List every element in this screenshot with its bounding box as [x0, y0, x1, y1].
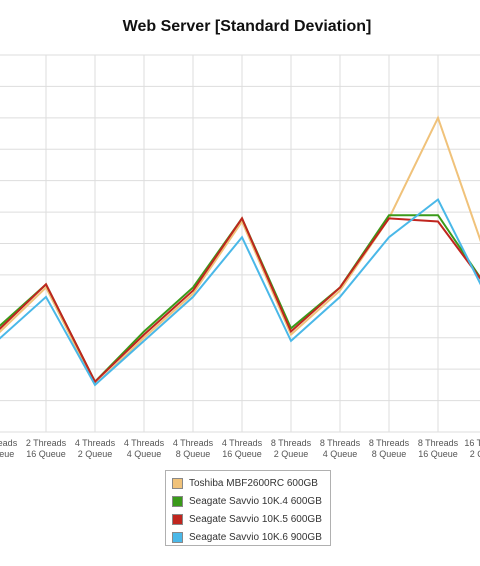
series-line-4: [0, 197, 480, 387]
x-tick-label: 4 Threads 16 Queue: [222, 438, 263, 459]
legend-item-4[interactable]: Seagate Savvio 10K.6 900GB: [172, 528, 330, 546]
legend-label: Toshiba MBF2600RC 600GB: [189, 477, 318, 489]
series-line-1: [0, 115, 480, 387]
legend-label: Seagate Savvio 10K.5 600GB: [189, 513, 322, 525]
legend-swatch: [172, 477, 183, 489]
x-tick-label: 8 Threads 16 Queue: [418, 438, 459, 459]
legend: Toshiba MBF2600RC 600GB Seagate Savvio 10…: [165, 470, 331, 546]
legend-label: Seagate Savvio 10K.4 600GB: [189, 495, 322, 507]
x-tick-label: 4 Threads 8 Queue: [173, 438, 214, 459]
x-tick-label: 4 Threads 4 Queue: [124, 438, 165, 459]
legend-swatch: [172, 495, 183, 507]
legend-swatch: [172, 513, 183, 525]
x-tick-label: 8 Threads 2 Queue: [271, 438, 312, 459]
legend-label: Seagate Savvio 10K.6 900GB: [189, 531, 322, 543]
series-layer: [0, 115, 480, 387]
x-tick-label: 4 Threads 2 Queue: [75, 438, 116, 459]
legend-swatch: [172, 531, 183, 543]
grid-layer: [0, 54, 480, 433]
legend-item-2[interactable]: Seagate Savvio 10K.4 600GB: [172, 492, 330, 510]
legend-item-3[interactable]: Seagate Savvio 10K.5 600GB: [172, 510, 330, 528]
x-tick-label: 8 Threads 4 Queue: [320, 438, 361, 459]
x-tick-label: 2 Threads 16 Queue: [26, 438, 67, 459]
legend-item-1[interactable]: Toshiba MBF2600RC 600GB: [172, 474, 330, 492]
series-line-3: [0, 216, 480, 384]
x-tick-label: 8 Threads 8 Queue: [369, 438, 410, 459]
chart-title: Web Server [Standard Deviation]: [122, 18, 372, 35]
